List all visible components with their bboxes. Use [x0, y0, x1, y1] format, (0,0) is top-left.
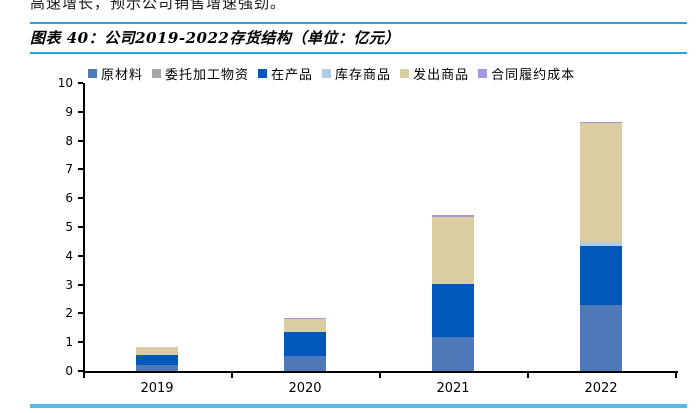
- x-tick: [527, 373, 529, 378]
- legend-label: 原材料: [101, 68, 144, 83]
- y-tick: [78, 370, 83, 372]
- y-tick-label: 1: [65, 335, 73, 350]
- y-tick: [78, 226, 83, 228]
- y-tick: [78, 197, 83, 200]
- x-axis-label: 2021: [436, 381, 470, 396]
- y-tick: [78, 312, 83, 315]
- legend-swatch-icon: [322, 69, 332, 78]
- y-tick-label: 7: [65, 162, 73, 177]
- legend-label: 在产品: [271, 68, 314, 83]
- bar-segment: [432, 284, 474, 337]
- bar-segment: [580, 305, 622, 371]
- legend-item: 委托加工物资: [152, 64, 249, 83]
- y-tick: [78, 82, 83, 84]
- y-tick-label: 3: [65, 277, 73, 292]
- legend-swatch-icon: [258, 69, 268, 78]
- y-tick: [78, 139, 83, 142]
- paragraph-text: 高速增长，预示公司销售增速强劲。: [30, 0, 287, 12]
- bar-segment: [136, 346, 178, 355]
- legend-label: 库存商品: [335, 68, 392, 83]
- y-tick-label: 4: [65, 248, 73, 263]
- legend-label: 委托加工物资: [165, 68, 250, 83]
- bar-segment: [432, 337, 474, 371]
- y-tick: [78, 254, 83, 257]
- figure-top-divider: [30, 22, 687, 24]
- legend-item: 发出商品: [400, 64, 469, 83]
- x-axis-label: 2019: [140, 381, 174, 396]
- bar-segment: [136, 365, 178, 371]
- bar-segment: [432, 215, 474, 217]
- x-axis: [83, 371, 678, 373]
- bar-segment: [580, 123, 622, 243]
- x-axis-label: 2020: [288, 381, 322, 396]
- bar-segment: [432, 216, 474, 284]
- y-tick: [78, 283, 83, 286]
- x-axis-label: 2022: [584, 381, 618, 396]
- y-tick-label: 5: [65, 220, 73, 234]
- legend-swatch-icon: [478, 69, 488, 78]
- x-tick: [231, 373, 233, 378]
- y-tick-label: 2: [65, 306, 73, 321]
- bar-segment: [580, 121, 622, 124]
- y-axis: [83, 83, 85, 373]
- title-underline-divider: [30, 52, 687, 54]
- legend-label: 合同履约成本: [491, 68, 576, 83]
- x-tick: [83, 373, 85, 378]
- legend-item: 合同履约成本: [478, 64, 575, 83]
- y-tick-label: 8: [65, 133, 73, 148]
- legend-swatch-icon: [88, 69, 97, 78]
- bar-segment: [284, 331, 326, 356]
- y-tick-label: 9: [65, 104, 73, 119]
- bar-segment: [580, 242, 622, 246]
- bar-segment: [136, 354, 178, 366]
- y-tick-label: 0: [65, 364, 73, 378]
- legend-item: 库存商品: [322, 64, 391, 83]
- bar-segment: [284, 319, 326, 332]
- legend-label: 发出商品: [413, 68, 470, 83]
- y-tick-label: 10: [57, 76, 73, 90]
- x-tick: [379, 373, 381, 378]
- figure-title: 图表 40：公司2019-2022存货结构（单位：亿元）: [30, 29, 400, 47]
- y-tick: [78, 168, 83, 171]
- y-tick: [78, 341, 83, 344]
- legend-swatch-icon: [400, 69, 410, 78]
- bar-segment: [284, 318, 326, 320]
- chart-legend: 原材料 委托加工物资 在产品 库存商品 发出商品 合同履约成本: [88, 64, 575, 83]
- figure-bottom-divider: [30, 404, 687, 408]
- bar-segment: [284, 356, 326, 371]
- x-tick: [675, 373, 677, 378]
- bar-segment: [580, 246, 622, 306]
- legend-item: 原材料: [88, 64, 143, 83]
- y-tick: [78, 110, 83, 113]
- legend-swatch-icon: [152, 69, 162, 78]
- y-tick-label: 6: [65, 191, 73, 206]
- legend-item: 在产品: [258, 64, 313, 83]
